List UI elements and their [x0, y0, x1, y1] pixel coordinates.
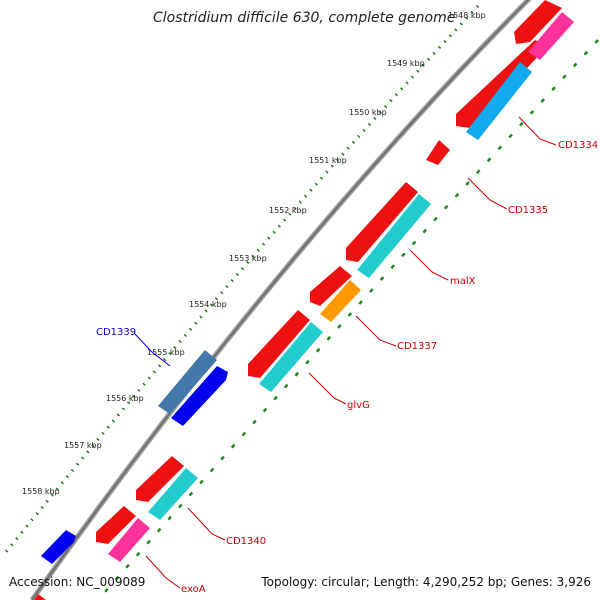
inner-dashed-ring — [97, 39, 599, 600]
feature-pink-1[interactable] — [528, 12, 574, 60]
gene-CD1334-arrow[interactable] — [456, 40, 548, 128]
gene-label-malX[interactable]: malX — [450, 276, 476, 287]
feature-cyan-3[interactable] — [148, 468, 198, 520]
gene-glvG-arrow[interactable] — [248, 310, 310, 378]
leader-exoA — [145, 555, 181, 589]
feature-cyan-1[interactable] — [357, 194, 431, 278]
gene-label-CD1334[interactable]: CD1334 — [558, 140, 598, 151]
kbp-label-1554: 1554 kbp — [189, 300, 227, 309]
gene-CD1339-bar[interactable] — [158, 350, 217, 414]
genome-summary-text: Topology: circular; Length: 4,290,252 bp… — [260, 575, 591, 589]
gene-malX-arrow[interactable] — [346, 182, 418, 262]
feature-gene-track — [108, 12, 574, 562]
gene-edge-arrow[interactable] — [34, 594, 46, 600]
gene-label-exoA[interactable]: exoA — [181, 584, 206, 595]
gene-label-CD1337[interactable]: CD1337 — [397, 341, 437, 352]
kbp-label-1558: 1558 kbp — [22, 487, 60, 496]
backbone-ring — [29, 0, 532, 600]
gene-label-CD1340[interactable]: CD1340 — [226, 536, 266, 547]
gene-CD1335-arrow[interactable] — [426, 140, 450, 165]
gene-CD1337-arrow[interactable] — [310, 266, 352, 306]
kbp-label-1551: 1551 kbp — [309, 156, 347, 165]
feature-orange-1[interactable] — [320, 280, 361, 322]
gene-CD1340-arrow[interactable] — [136, 456, 184, 502]
leader-malX — [409, 249, 449, 281]
leader-glvG — [308, 372, 347, 405]
accession-text: Accession: NC_009089 — [9, 575, 145, 589]
kbp-tick-labels: 1548 kbp 1549 kbp 1550 kbp 1551 kbp 1552… — [22, 11, 486, 496]
leader-CD1337 — [355, 315, 397, 347]
kbp-label-1555: 1555 kbp — [147, 348, 185, 357]
map-title: Clostridium difficile 630, complete geno… — [153, 10, 455, 26]
leader-CD1340 — [187, 507, 226, 541]
gene-reverse-small-arrow[interactable] — [41, 530, 76, 564]
gene-CD1339-arrow[interactable] — [171, 366, 228, 426]
gene-labels: CD1334 CD1335 malX CD1337 glvG CD1339 CD… — [96, 140, 598, 595]
leader-CD1334 — [518, 116, 557, 146]
kbp-label-1553: 1553 kbp — [229, 254, 267, 263]
reverse-gene-track — [41, 350, 228, 564]
kbp-label-1552: 1552 kbp — [269, 206, 307, 215]
kbp-label-1548: 1548 kbp — [448, 11, 486, 20]
kbp-label-1550: 1550 kbp — [349, 108, 387, 117]
label-leaders — [133, 116, 557, 589]
forward-gene-track — [34, 0, 562, 600]
gene-label-glvG[interactable]: glvG — [347, 400, 370, 411]
gene-CD1333-arrow[interactable] — [514, 0, 562, 44]
kbp-label-1556: 1556 kbp — [106, 394, 144, 403]
gene-label-CD1335[interactable]: CD1335 — [508, 205, 548, 216]
leader-CD1339 — [133, 332, 171, 367]
feature-pink-2[interactable] — [108, 518, 150, 562]
kbp-label-1557: 1557 kbp — [64, 441, 102, 450]
backbone-ring-inner — [31, 0, 530, 600]
gene-exoA-arrow[interactable] — [96, 506, 136, 544]
gene-label-CD1339[interactable]: CD1339 — [96, 327, 136, 338]
leader-CD1335 — [467, 177, 508, 210]
kbp-label-1549: 1549 kbp — [387, 59, 425, 68]
outer-dotted-ring — [4, 4, 480, 553]
feature-cyan-2[interactable] — [259, 322, 323, 392]
feature-sky-1[interactable] — [466, 62, 532, 140]
